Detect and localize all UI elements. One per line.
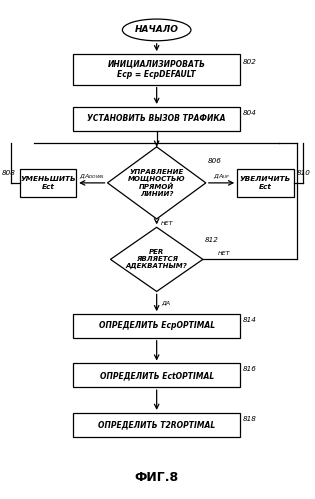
Text: УСТАНОВИТЬ ВЫЗОВ ТРАФИКА: УСТАНОВИТЬ ВЫЗОВ ТРАФИКА (88, 114, 226, 123)
Text: 816: 816 (243, 366, 257, 372)
Bar (73, 54, 240, 85)
Text: ДА$_{UP}$: ДА$_{UP}$ (213, 173, 230, 181)
Text: УВЕЛИЧИТЬ
Ect: УВЕЛИЧИТЬ Ect (240, 176, 291, 190)
Text: 808: 808 (2, 170, 15, 176)
Text: УМЕНЬШИТЬ
Ect: УМЕНЬШИТЬ Ect (20, 176, 76, 190)
Text: PER
ЯВЛЯЕТСЯ
АДЕКВАТНЫМ?: PER ЯВЛЯЕТСЯ АДЕКВАТНЫМ? (126, 249, 187, 269)
Text: 804: 804 (243, 110, 257, 116)
Text: 812: 812 (204, 237, 218, 243)
Text: ОПРЕДЕЛИТЬ EctOPTIMAL: ОПРЕДЕЛИТЬ EctOPTIMAL (100, 371, 214, 380)
Bar (237, 169, 294, 197)
Bar (73, 107, 240, 131)
Text: НЕТ: НЕТ (218, 251, 230, 256)
Text: УПРАВЛЕНИЕ
МОЩНОСТЬЮ
ПРЯМОЙ
ЛИНИИ?: УПРАВЛЕНИЕ МОЩНОСТЬЮ ПРЯМОЙ ЛИНИИ? (128, 169, 186, 197)
Text: ОПРЕДЕЛИТЬ EcpOPTIMAL: ОПРЕДЕЛИТЬ EcpOPTIMAL (99, 321, 215, 330)
Bar (73, 363, 240, 387)
Text: 818: 818 (243, 416, 257, 422)
Text: ДА$_{DOWN}$: ДА$_{DOWN}$ (79, 173, 105, 181)
Text: ОПРЕДЕЛИТЬ T2ROPTIMAL: ОПРЕДЕЛИТЬ T2ROPTIMAL (98, 420, 215, 429)
Text: ФИГ.8: ФИГ.8 (135, 471, 179, 484)
Text: 814: 814 (243, 317, 257, 323)
Text: НЕТ: НЕТ (161, 221, 174, 226)
Bar (20, 169, 76, 197)
Text: 806: 806 (207, 158, 221, 164)
Text: ДА: ДА (161, 300, 170, 305)
Text: 802: 802 (243, 59, 257, 65)
Bar (73, 413, 240, 437)
Text: НАЧАЛО: НАЧАЛО (135, 25, 179, 34)
Text: 810: 810 (297, 170, 311, 176)
Bar (73, 314, 240, 338)
Text: ИНИЦИАЛИЗИРОВАТЬ
Ecp = EcpDEFAULT: ИНИЦИАЛИЗИРОВАТЬ Ecp = EcpDEFAULT (108, 59, 206, 79)
